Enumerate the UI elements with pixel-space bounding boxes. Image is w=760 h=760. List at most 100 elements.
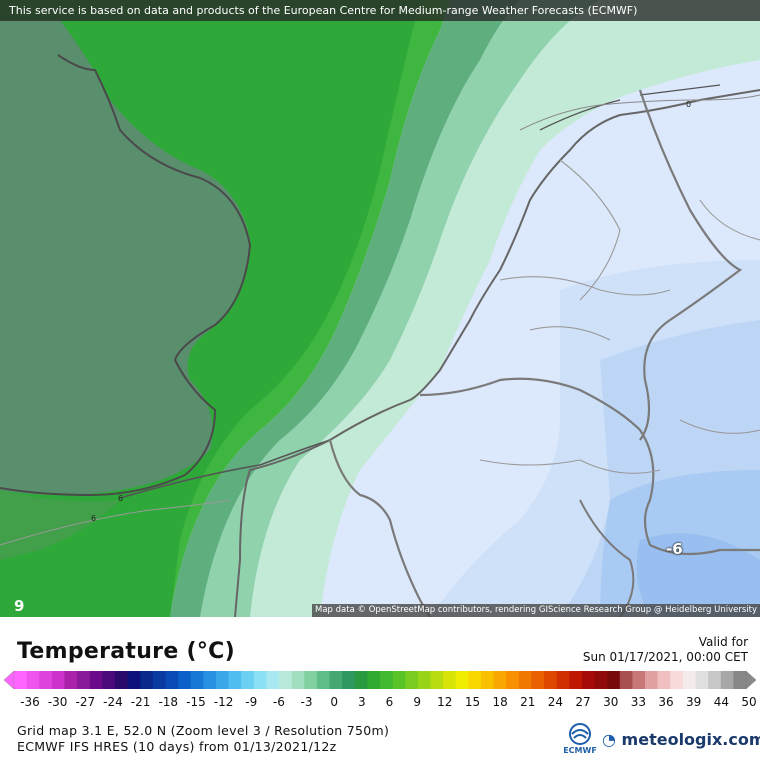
england-cold-area [0,20,250,495]
scale-tick-label: 9 [413,695,421,709]
scale-tick-label: 30 [603,695,619,709]
color-scale-bar [3,670,757,690]
scale-swatch [203,671,217,689]
scale-swatch [253,671,267,689]
scale-swatch [26,671,40,689]
scale-swatch [51,671,65,689]
scale-swatch [77,671,91,689]
scale-swatch [64,671,78,689]
meteologix-text: meteologix.com [621,730,760,749]
teal-band-dark [170,0,520,617]
channel-area [0,490,120,560]
scale-tick-label: 12 [437,695,453,709]
scale-swatch [342,671,356,689]
scale-swatch [380,671,394,689]
scale-tick-label: -18 [158,695,179,709]
scale-swatch [114,671,129,689]
corner-value-label: 9 [14,597,25,615]
scale-ticks: -36 -30 -27 -24 -21 -18 -15 -12 -9 -6 -3 0 3 6 9 12 15 18… [0,695,760,711]
scale-swatch [493,671,507,689]
meteologix-brand[interactable]: ◔ meteologix.com [602,730,760,749]
scale-swatch [657,671,671,689]
scale-swatch [279,671,293,689]
scale-tick-label: -21 [130,695,151,709]
scale-swatch [645,671,659,689]
scale-swatch [152,671,166,689]
scale-swatch [140,671,154,689]
scale-swatch [455,671,469,689]
scale-swatch [480,671,495,689]
province-borders [479,159,760,474]
scale-swatch [619,671,633,689]
scale-swatch [405,671,419,689]
scale-tick-label: -24 [103,695,123,709]
england-coast [0,54,252,497]
ecmwf-logo-text: ECMWF [563,746,597,755]
scale-swatch [39,671,53,689]
scale-swatch [165,671,179,689]
isotherm-1 [0,499,231,546]
scale-swatch [329,671,343,689]
scale-tick-label: 21 [520,695,536,709]
france-coast [119,439,331,499]
scale-arrow-left [3,670,15,690]
scale-tick-label: -6 [272,695,285,709]
scale-swatch [127,671,141,689]
border-lux [579,499,635,617]
scale-swatch [215,671,230,689]
scale-swatch [291,671,305,689]
scale-swatch [682,671,697,689]
scale-swatch [417,671,431,689]
scale-tick-label: 50 [741,695,757,709]
scale-swatch [367,671,381,689]
scale-swatch [241,671,255,689]
model-info: ECMWF IFS HRES (10 days) from 01/13/2021… [17,739,337,754]
frisian-islands [539,84,721,131]
scale-swatch [531,671,545,689]
scale-swatch [443,671,457,689]
scale-swatch [430,671,444,689]
map-canvas [0,0,760,617]
scale-swatch [569,671,583,689]
teal-band-light [200,0,600,617]
scale-swatch [733,671,747,689]
scale-swatch [354,671,368,689]
scale-tick-label: -27 [75,695,96,709]
meteologix-icon: ◔ [602,730,616,749]
scale-swatch [544,671,558,689]
scale-swatch [695,671,709,689]
scale-swatch [556,671,570,689]
data-notice-banner: This service is based on data and produc… [0,0,760,21]
scale-tick-label: 33 [630,695,647,709]
scale-tick-label: 39 [686,695,702,709]
scale-swatch [607,671,621,689]
valid-date: Sun 01/17/2021, 00:00 CET [582,650,748,664]
scale-swatch [102,671,116,689]
contour-label: 6 [118,494,124,503]
scale-tick-label: 27 [575,695,591,709]
scale-swatch [594,671,608,689]
scale-tick-label: -30 [47,695,68,709]
valid-for-label: Valid for [698,635,748,649]
legend-panel: Temperature (°C) Valid for Sun 01/17/202… [0,617,760,760]
scale-swatch [304,671,318,689]
color-scale [3,670,757,690]
weather-map[interactable]: This service is based on data and produc… [0,0,760,617]
scale-swatch [632,671,646,689]
min-temp-label: -6 [666,540,683,558]
ecmwf-icon [569,723,591,745]
scale-tick-label: -9 [245,695,258,709]
scale-arrow-right [745,670,757,690]
ecmwf-logo: ECMWF [563,722,597,756]
continent-coast [234,89,760,617]
scale-tick-label: 44 [713,695,729,709]
scale-tick-label: -12 [213,695,234,709]
scale-swatch [14,671,28,689]
mint-band [250,0,760,617]
scale-swatch [506,671,520,689]
scale-swatch [266,671,280,689]
border-nl-germany [638,89,743,441]
contour-label: 6 [91,514,97,523]
scale-tick-label: 3 [358,695,366,709]
scale-swatch [468,671,482,689]
